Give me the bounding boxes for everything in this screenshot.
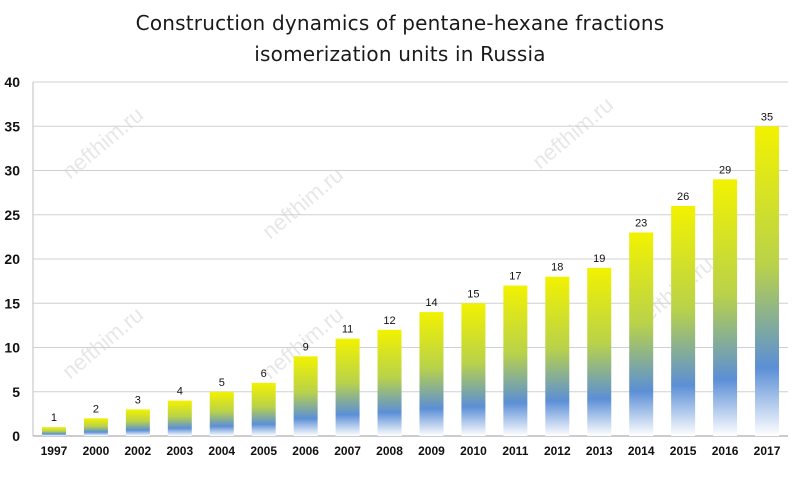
- bar: [587, 267, 612, 436]
- x-tick-label: 2007: [334, 444, 361, 458]
- data-label: 35: [761, 111, 773, 123]
- bar: [671, 205, 696, 436]
- data-label: 14: [425, 297, 437, 309]
- x-tick-label: 2002: [125, 444, 152, 458]
- watermark-text: nefthim.ru: [527, 92, 618, 174]
- bar: [335, 338, 360, 436]
- chart-title-line-2: isomerization units in Russia: [254, 42, 546, 66]
- data-label: 6: [261, 368, 267, 380]
- data-label: 29: [719, 164, 731, 176]
- chart-title: Construction dynamics of pentane-hexane …: [0, 8, 800, 70]
- data-label: 9: [303, 341, 309, 353]
- bar: [377, 329, 402, 436]
- y-tick-label: 30: [4, 163, 20, 179]
- watermark-text: nefthim.ru: [57, 102, 148, 184]
- bar: [125, 409, 150, 436]
- data-label: 5: [219, 377, 225, 389]
- x-tick-label: 2009: [418, 444, 445, 458]
- x-tick-label: 2016: [712, 444, 739, 458]
- data-label: 3: [135, 394, 141, 406]
- bar: [83, 418, 108, 436]
- x-tick-label: 2013: [586, 444, 613, 458]
- y-tick-label: 35: [4, 118, 20, 134]
- x-tick-label: 2005: [250, 444, 277, 458]
- bar: [713, 179, 738, 436]
- data-label: 15: [467, 288, 479, 300]
- x-tick-label: 2008: [376, 444, 403, 458]
- data-label: 26: [677, 191, 689, 203]
- bar: [293, 356, 318, 436]
- chart-title-line-1: Construction dynamics of pentane-hexane …: [135, 11, 665, 35]
- x-tick-label: 1997: [41, 444, 68, 458]
- x-tick-label: 2003: [166, 444, 193, 458]
- bar: [545, 276, 570, 436]
- data-label: 19: [593, 253, 605, 265]
- y-tick-label: 10: [4, 340, 20, 356]
- x-tick-label: 2000: [83, 444, 110, 458]
- bar: [461, 303, 486, 436]
- x-tick-label: 2017: [754, 444, 781, 458]
- x-axis: 1997 2000 2002 2003 2004 2005 2006 2007 2008 2009…: [41, 444, 781, 458]
- y-tick-label: 20: [4, 251, 20, 267]
- y-tick-label: 15: [4, 295, 20, 311]
- watermark-text: nefthim.ru: [57, 302, 148, 384]
- watermark-text: nefthim.ru: [257, 162, 348, 244]
- data-label: 23: [635, 217, 647, 229]
- data-label: 17: [509, 271, 521, 283]
- bars: [41, 126, 780, 436]
- bar: [629, 232, 654, 436]
- data-label: 2: [93, 403, 99, 415]
- bar: [251, 382, 276, 436]
- y-tick-label: 0: [12, 428, 20, 444]
- data-label: 11: [342, 324, 353, 336]
- y-tick-label: 25: [4, 207, 20, 223]
- x-tick-label: 2010: [460, 444, 487, 458]
- gridlines: [32, 81, 788, 437]
- x-tick-label: 2006: [292, 444, 319, 458]
- y-axis: 0 5 10 15 20 25 30 35 40: [4, 74, 20, 444]
- data-label: 12: [383, 315, 395, 327]
- bar: [419, 312, 444, 436]
- x-tick-label: 2015: [670, 444, 697, 458]
- x-tick-label: 2004: [208, 444, 235, 458]
- x-tick-label: 2014: [628, 444, 655, 458]
- bar: [209, 391, 234, 436]
- x-tick-label: 2012: [544, 444, 571, 458]
- y-tick-label: 5: [12, 384, 20, 400]
- data-label: 1: [51, 412, 57, 424]
- data-label: 4: [177, 386, 183, 398]
- y-tick-label: 40: [4, 74, 20, 90]
- bar: [41, 427, 66, 436]
- bar: [755, 126, 780, 436]
- data-label: 18: [551, 262, 563, 274]
- bar: [503, 285, 528, 436]
- bar: [167, 400, 192, 436]
- x-tick-label: 2011: [502, 444, 528, 458]
